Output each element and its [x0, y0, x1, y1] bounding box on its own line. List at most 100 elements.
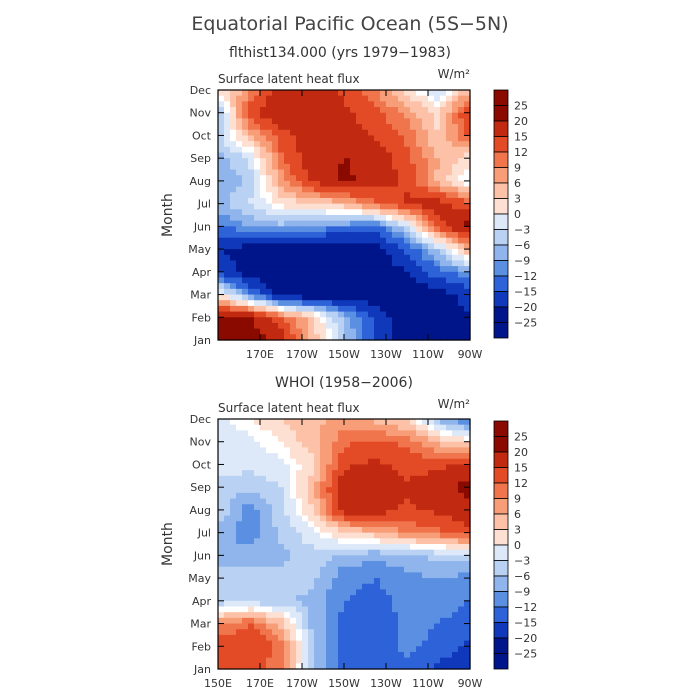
panel-1-heat-cell: [380, 226, 387, 233]
panel-1-heat-cell: [362, 334, 369, 341]
panel-1-heat-cell: [224, 169, 231, 176]
panel-1-heat-cell: [236, 277, 243, 284]
panel-2-heat-cell: [224, 436, 231, 443]
panel-2-heat-cell: [440, 549, 447, 556]
panel-1-heat-cell: [356, 90, 363, 97]
panel-2-heat-cell: [254, 504, 261, 511]
panel-1-heat-cell: [242, 146, 249, 154]
panel-1-heat-cell: [452, 107, 459, 114]
panel-1-heat-cell: [428, 232, 435, 239]
panel-2-heat-cell: [446, 475, 453, 483]
panel-2-heat-cell: [392, 657, 399, 664]
panel-2-heat-cell: [362, 657, 369, 664]
panel-2-heat-cell: [362, 487, 369, 494]
panel-2-heat-cell: [296, 487, 303, 494]
panel-2-heat-cell: [248, 526, 255, 534]
panel-1-heat-cell: [320, 254, 327, 262]
panel-1-heat-cell: [236, 152, 243, 159]
panel-1-heat-cell: [374, 311, 381, 318]
panel-1-colorbar-label: 12: [514, 146, 528, 159]
panel-1-heat-cell: [440, 294, 447, 301]
panel-2-heat-cell: [386, 436, 393, 443]
panel-2-heat-cell: [296, 549, 303, 556]
panel-1-heat-cell: [434, 226, 441, 233]
panel-2-heat-cell: [248, 595, 255, 602]
panel-2-heat-cell: [434, 663, 441, 670]
panel-2-heat-cell: [236, 572, 243, 579]
panel-1-heat-cell: [398, 192, 405, 199]
panel-2-heat-cell: [320, 617, 327, 625]
panel-2-heat-cell: [458, 651, 465, 659]
panel-1-heat-cell: [404, 305, 411, 313]
panel-2-heat-cell: [344, 589, 351, 596]
panel-2-heat-cell: [440, 436, 447, 443]
panel-2-heat-cell: [296, 555, 303, 562]
panel-1-heat-cell: [254, 169, 261, 176]
panel-1-heat-cell: [308, 129, 315, 137]
panel-1-heat-cell: [392, 232, 399, 239]
panel-1-heat-cell: [386, 90, 393, 97]
panel-2-heat-cell: [410, 561, 417, 568]
panel-2-x-tick-label: 170W: [286, 677, 318, 690]
panel-2-heat-cell: [290, 532, 297, 539]
panel-1-heat-cell: [230, 271, 237, 279]
panel-2-heat-cell: [446, 572, 453, 579]
panel-1-heat-cell: [248, 141, 255, 148]
panel-2-heat-cell: [308, 595, 315, 602]
panel-1-heat-cell: [458, 135, 465, 142]
panel-2-heat-cell: [350, 583, 357, 591]
panel-1-heat-cell: [260, 226, 267, 233]
panel-1-heat-cell: [248, 300, 255, 307]
panel-2-heat-cell: [380, 458, 387, 466]
panel-1-heat-cell: [374, 90, 381, 97]
panel-2-heat-cell: [332, 470, 339, 477]
panel-2-heat-cell: [398, 617, 405, 625]
panel-1-heat-cell: [356, 180, 363, 188]
panel-2-heat-cell: [320, 572, 327, 579]
panel-1-heat-cell: [344, 311, 351, 318]
panel-2-heat-cell: [410, 509, 417, 517]
panel-1-heat-cell: [350, 305, 357, 313]
panel-2-heat-cell: [308, 640, 315, 647]
panel-2-heat-cell: [404, 509, 411, 517]
panel-2-heat-cell: [404, 572, 411, 579]
panel-1-heat-cell: [446, 237, 453, 245]
panel-2-heat-cell: [386, 498, 393, 505]
panel-2-heat-cell: [266, 430, 273, 437]
panel-2-heat-cell: [290, 555, 297, 562]
panel-2-heat-cell: [392, 487, 399, 494]
panel-2-heat-cell: [218, 578, 225, 585]
panel-2-heat-cell: [368, 566, 375, 574]
panel-1-heat-cell: [326, 129, 333, 137]
panel-1-heat-cell: [230, 118, 237, 125]
panel-2-heat-cell: [302, 526, 309, 534]
panel-1-heat-cell: [278, 141, 285, 148]
panel-1-heat-cell: [416, 129, 423, 137]
panel-1-heat-cell: [326, 180, 333, 188]
panel-2-heat-cell: [398, 481, 405, 488]
panel-2-heat-cell: [278, 600, 285, 608]
panel-1-heat-cell: [386, 249, 393, 256]
panel-1-heat-cell: [230, 197, 237, 205]
panel-1-heat-cell: [452, 249, 459, 256]
panel-2-heat-cell: [434, 566, 441, 574]
panel-1-heat-cell: [446, 141, 453, 148]
panel-1-colorbar-box: [493, 275, 509, 292]
panel-2-heat-cell: [362, 640, 369, 647]
panel-2-heat-cell: [326, 424, 333, 431]
panel-2-heat-cell: [458, 595, 465, 602]
panel-2-heat-cell: [242, 566, 249, 574]
panel-1-heat-cell: [260, 260, 267, 267]
panel-2-heat-cell: [320, 623, 327, 630]
panel-1-heat-cell: [260, 95, 267, 102]
panel-2-heat-cell: [350, 617, 357, 625]
panel-1-heat-cell: [362, 294, 369, 301]
panel-2-heat-cell: [290, 538, 297, 545]
panel-2-heat-cell: [452, 447, 459, 454]
panel-2-heat-cell: [302, 640, 309, 647]
panel-1-heat-cell: [344, 260, 351, 267]
panel-2-heat-cell: [410, 538, 417, 545]
panel-2-heat-cell: [326, 549, 333, 556]
panel-1-heat-cell: [362, 95, 369, 102]
panel-2-heat-cell: [386, 526, 393, 534]
